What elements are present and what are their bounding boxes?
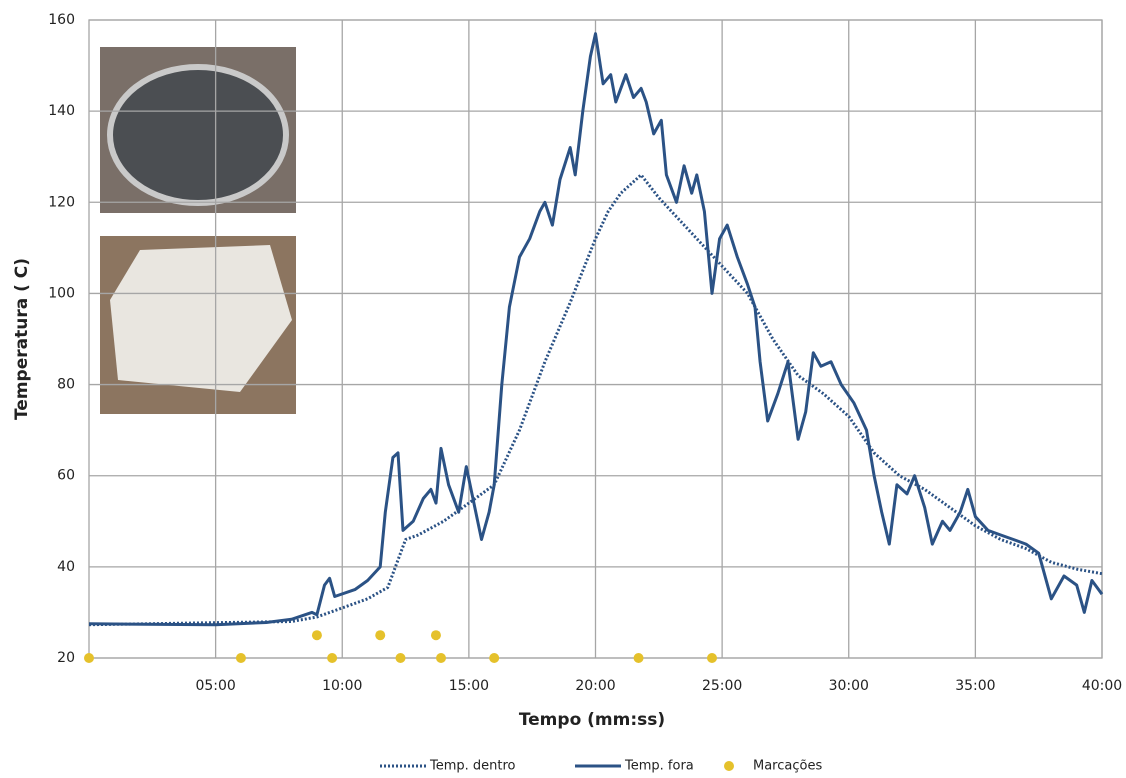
photo-fabric-sample [110, 245, 292, 392]
y-tick-label: 60 [57, 468, 75, 484]
inset-photos [100, 47, 296, 414]
marker-point [375, 630, 386, 641]
marker-point [436, 653, 447, 663]
x-tick-label: 20:00 [575, 678, 615, 694]
x-tick-label: 35:00 [955, 678, 995, 694]
legend-marker [724, 761, 734, 771]
marker-point [706, 653, 717, 663]
photo-mask-visor [107, 64, 289, 206]
x-tick-label: 05:00 [195, 678, 235, 694]
legend-label: Marcações [753, 759, 822, 774]
x-axis-title: Tempo (mm:ss) [519, 710, 665, 730]
series-line [88, 173, 1103, 627]
x-tick-label: 10:00 [322, 678, 362, 694]
x-tick-label: 15:00 [449, 678, 489, 694]
y-tick-label: 100 [48, 285, 75, 301]
x-tick-label: 25:00 [702, 678, 742, 694]
marker-point [311, 630, 322, 641]
y-tick-label: 120 [48, 194, 75, 210]
marker-point [430, 630, 441, 641]
marker-point [489, 653, 500, 663]
y-tick-label: 20 [57, 650, 75, 666]
y-tick-label: 40 [57, 559, 75, 575]
y-tick-label: 140 [48, 103, 75, 119]
y-tick-label: 80 [57, 377, 75, 393]
y-tick-label: 160 [48, 12, 75, 28]
marker-point [633, 653, 644, 663]
y-axis-title: Temperatura ( C) [12, 258, 32, 420]
series-line [88, 32, 1104, 627]
x-tick-label: 40:00 [1082, 678, 1122, 694]
marker-point [84, 653, 94, 663]
marker-point [327, 653, 338, 663]
legend-label: Temp. fora [624, 759, 694, 774]
x-tick-label: 30:00 [829, 678, 869, 694]
marker-point [235, 653, 246, 663]
marker-point [395, 653, 406, 663]
legend-label: Temp. dentro [429, 759, 516, 774]
